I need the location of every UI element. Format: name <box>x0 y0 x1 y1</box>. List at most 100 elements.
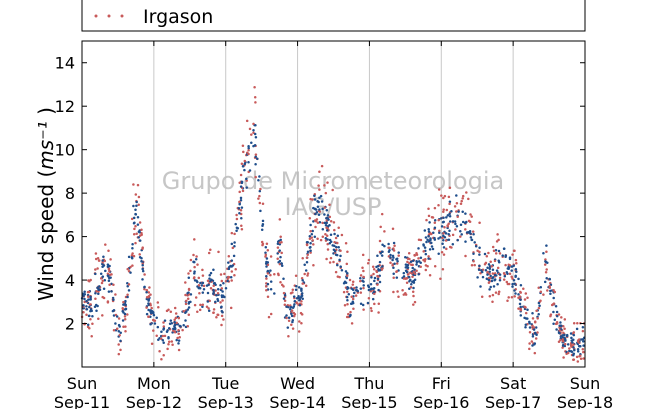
irgason-point <box>216 292 220 295</box>
irgason-point <box>510 275 513 278</box>
irgason-point <box>109 258 112 261</box>
irgason-point <box>186 297 190 300</box>
series-2-point <box>327 218 330 221</box>
series-2-point <box>373 290 376 293</box>
irgason-point <box>239 173 243 177</box>
series-2-point <box>207 309 211 312</box>
irgason-point <box>216 313 220 317</box>
irgason-point <box>101 279 105 283</box>
irgason-point <box>372 272 375 276</box>
series-2-point <box>124 303 127 307</box>
irgason-point <box>115 327 119 330</box>
series-2-point <box>377 288 380 292</box>
series-2-point <box>487 263 491 266</box>
y-tick-label: 12 <box>55 97 75 116</box>
series-2-point <box>227 261 230 264</box>
irgason-point <box>369 307 373 310</box>
series-2-point <box>411 266 414 270</box>
series-2-point <box>295 297 299 300</box>
irgason-point <box>230 279 233 282</box>
irgason-point <box>317 184 320 187</box>
series-2-point <box>131 247 134 250</box>
series-2-point <box>512 278 516 282</box>
irgason-point <box>184 302 188 306</box>
irgason-point <box>505 280 509 284</box>
irgason-point <box>132 254 136 258</box>
irgason-point <box>311 198 314 201</box>
series-2-point <box>444 232 448 235</box>
series-2-point <box>450 209 453 213</box>
series-2-point <box>254 124 257 127</box>
irgason-point <box>235 217 239 221</box>
irgason-point <box>487 276 491 280</box>
plot-frame <box>81 40 586 368</box>
irgason-point <box>273 273 276 276</box>
irgason-point <box>337 226 340 229</box>
irgason-point <box>407 273 410 276</box>
y-tick-label: 8 <box>65 184 75 203</box>
series-2-point <box>250 141 253 145</box>
irgason-point <box>446 225 450 228</box>
irgason-point <box>442 210 445 214</box>
irgason-point <box>445 208 449 212</box>
series-2-point <box>283 294 287 297</box>
series-2-point <box>402 271 406 275</box>
irgason-point <box>117 352 121 356</box>
irgason-point <box>568 347 571 350</box>
series-2-point <box>187 306 191 309</box>
irgason-point <box>219 301 222 304</box>
series-2-point <box>200 284 204 287</box>
series-2-point <box>412 286 415 290</box>
series-2-point <box>498 273 502 276</box>
irgason-point <box>522 287 525 290</box>
irgason-point <box>442 196 445 200</box>
series-2-point <box>214 300 217 304</box>
irgason-point <box>339 249 342 252</box>
irgason-point <box>351 297 355 301</box>
irgason-point <box>258 201 262 205</box>
irgason-point <box>561 346 564 349</box>
irgason-point <box>528 330 532 334</box>
series-2-point <box>117 329 121 333</box>
series-2-point <box>258 175 261 178</box>
irgason-point <box>506 299 509 303</box>
series-2-point <box>476 276 479 279</box>
irgason-point <box>408 262 411 265</box>
irgason-point <box>489 260 492 264</box>
series-2-point <box>496 283 499 286</box>
series-2-point <box>464 212 467 215</box>
series-2-point <box>555 314 559 318</box>
irgason-point <box>143 287 146 291</box>
irgason-point <box>265 277 268 280</box>
irgason-point <box>201 303 205 306</box>
irgason-point <box>206 279 210 283</box>
irgason-point <box>361 253 365 257</box>
series-2-point <box>212 288 215 292</box>
series-2-point <box>266 269 270 273</box>
series-2-point <box>193 272 196 275</box>
irgason-point <box>514 258 518 262</box>
irgason-point <box>443 225 446 229</box>
irgason-point <box>329 220 333 223</box>
series-2-point <box>469 236 473 239</box>
series-2-point <box>102 287 106 291</box>
x-tick-label-date: Sep-11 <box>54 393 110 409</box>
series-2-point <box>101 259 104 262</box>
irgason-point <box>497 290 501 293</box>
series-2-point <box>239 185 243 188</box>
irgason-point <box>401 288 404 292</box>
irgason-point <box>291 291 294 294</box>
irgason-point <box>362 308 365 311</box>
series-2-point <box>561 334 564 337</box>
x-tick-label-day: Thu <box>353 374 384 393</box>
irgason-point <box>94 257 98 261</box>
irgason-point <box>283 303 287 307</box>
series-2-point <box>346 299 349 302</box>
irgason-point <box>329 256 333 260</box>
series-2-point <box>395 257 398 261</box>
series-2-point <box>558 324 561 327</box>
irgason-point <box>582 357 585 360</box>
irgason-point <box>395 262 399 265</box>
series-2-point <box>224 286 228 290</box>
irgason-point <box>197 276 201 280</box>
